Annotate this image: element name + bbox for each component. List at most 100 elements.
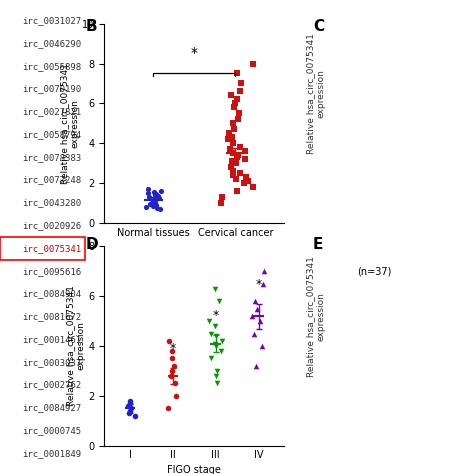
Text: irc_0070190: irc_0070190 xyxy=(22,85,81,93)
Text: D: D xyxy=(85,237,98,252)
Text: *: * xyxy=(255,278,262,291)
Point xyxy=(228,163,235,171)
Point xyxy=(217,199,225,207)
Point xyxy=(167,372,175,380)
Text: irc_0031027: irc_0031027 xyxy=(22,17,81,25)
Point xyxy=(149,196,156,204)
Point xyxy=(240,179,247,187)
Text: irc_0084904: irc_0084904 xyxy=(22,290,81,298)
Point xyxy=(229,167,237,175)
Text: (n=37): (n=37) xyxy=(357,266,392,276)
Point xyxy=(150,202,157,210)
Point xyxy=(145,193,153,201)
Bar xyxy=(0,237,85,260)
Point xyxy=(126,407,134,414)
Point xyxy=(249,312,256,320)
Point xyxy=(128,404,135,412)
Point xyxy=(205,318,213,325)
Point xyxy=(212,332,219,340)
Text: B: B xyxy=(85,19,97,34)
Point xyxy=(241,155,249,163)
Point xyxy=(232,159,240,167)
Point xyxy=(169,367,176,374)
Text: *: * xyxy=(213,310,219,322)
Text: irc_0077248: irc_0077248 xyxy=(22,176,81,184)
Point xyxy=(125,410,132,417)
Point xyxy=(153,204,161,211)
Text: irc_0002762: irc_0002762 xyxy=(22,381,81,389)
Point xyxy=(146,200,154,208)
Text: irc_0058794: irc_0058794 xyxy=(22,130,81,139)
Text: irc_0055898: irc_0055898 xyxy=(22,62,81,71)
Point xyxy=(212,342,220,350)
Point xyxy=(153,201,160,209)
Point xyxy=(213,367,220,374)
Point xyxy=(233,70,241,77)
Point xyxy=(144,185,152,193)
Point xyxy=(126,400,134,407)
Point xyxy=(172,392,180,400)
Point xyxy=(226,146,234,153)
Point xyxy=(155,194,163,202)
Point xyxy=(211,322,219,330)
Point xyxy=(253,305,261,312)
Point xyxy=(228,91,235,99)
Point xyxy=(237,143,244,151)
Text: irc_0000745: irc_0000745 xyxy=(22,426,81,435)
Y-axis label: Relative hsa_circ_0075341
expression: Relative hsa_circ_0075341 expression xyxy=(66,285,85,407)
Point xyxy=(230,126,237,133)
Point xyxy=(156,205,164,213)
Point xyxy=(225,136,232,143)
Point xyxy=(157,187,164,195)
Point xyxy=(253,362,260,370)
Point xyxy=(165,337,173,345)
Point xyxy=(168,347,176,355)
Point xyxy=(150,188,158,196)
Point xyxy=(131,412,139,419)
Y-axis label: Relative hsa_circ_0075341
expression: Relative hsa_circ_0075341 expression xyxy=(60,63,80,184)
Point xyxy=(260,267,268,275)
Point xyxy=(237,80,245,87)
Point xyxy=(211,285,219,292)
Text: Relative hsa_circ_0075341
expression: Relative hsa_circ_0075341 expression xyxy=(306,255,326,377)
Point xyxy=(217,347,225,355)
Point xyxy=(171,380,179,387)
Point xyxy=(229,119,237,127)
Point xyxy=(236,169,244,177)
Point xyxy=(211,340,219,347)
Text: Relative hsa_circ_0075341
expression: Relative hsa_circ_0075341 expression xyxy=(306,33,326,154)
Point xyxy=(226,129,233,137)
Point xyxy=(142,203,150,210)
Point xyxy=(171,362,178,370)
Point xyxy=(241,147,248,155)
Point xyxy=(232,175,240,183)
Text: irc_0020926: irc_0020926 xyxy=(22,221,81,230)
Text: irc_0043280: irc_0043280 xyxy=(22,199,81,207)
Text: *: * xyxy=(191,46,198,60)
Point xyxy=(234,96,241,103)
Point xyxy=(126,397,134,405)
Text: irc_0001461: irc_0001461 xyxy=(22,335,81,344)
Point xyxy=(256,318,264,325)
Point xyxy=(235,151,242,159)
Point xyxy=(151,199,158,207)
Text: irc_0078383: irc_0078383 xyxy=(22,153,81,162)
Text: irc_0084927: irc_0084927 xyxy=(22,403,81,412)
Point xyxy=(208,330,215,337)
Point xyxy=(237,88,244,95)
Point xyxy=(215,298,223,305)
Point xyxy=(219,193,226,201)
Text: irc_0095616: irc_0095616 xyxy=(22,267,81,275)
Point xyxy=(228,157,236,165)
Point xyxy=(242,173,249,181)
Point xyxy=(152,195,159,203)
Point xyxy=(155,192,162,200)
Point xyxy=(233,153,240,161)
Point xyxy=(251,298,259,305)
Text: C: C xyxy=(313,19,324,34)
Text: irc_0046290: irc_0046290 xyxy=(22,39,81,48)
Text: E: E xyxy=(313,237,323,252)
Point xyxy=(258,342,266,350)
Point xyxy=(151,191,158,199)
Text: irc_0027821: irc_0027821 xyxy=(22,108,81,116)
